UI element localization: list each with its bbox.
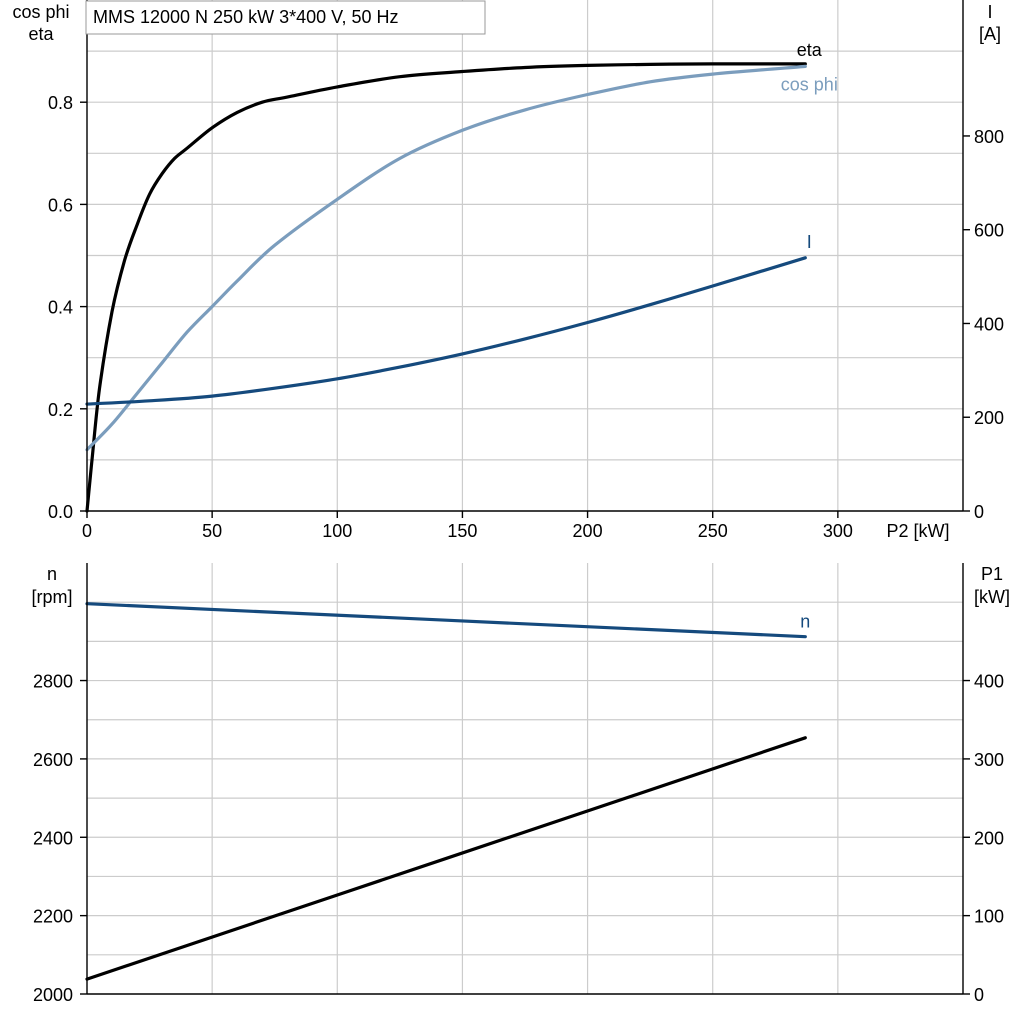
- upper-right-tick-label: 600: [974, 221, 1004, 241]
- lower-left-tick-label: 2000: [33, 985, 73, 1005]
- upper-series-cos-phi: [85, 64, 807, 452]
- chart-title: MMS 12000 N 250 kW 3*400 V, 50 Hz: [93, 7, 399, 27]
- upper-series-label-cos-phi: cos phi: [781, 74, 838, 94]
- x-tick-label: 50: [202, 521, 222, 541]
- x-tick-label: 250: [698, 521, 728, 541]
- upper-series-label-eta: eta: [797, 40, 823, 60]
- lower-left-tick-label: 2200: [33, 907, 73, 927]
- lower-left-tick-label: 2800: [33, 672, 73, 692]
- lower-right-tick-label: 200: [974, 828, 1004, 848]
- upper-series-label-i: I: [807, 232, 812, 252]
- upper-left-tick-label: 0.8: [48, 93, 73, 113]
- lower-left-tick-label: 2400: [33, 828, 73, 848]
- upper-series-eta: [85, 62, 807, 513]
- lower-right-tick-label: 100: [974, 907, 1004, 927]
- upper-left-tick-label: 0.4: [48, 298, 73, 318]
- upper-grid: [87, 0, 963, 511]
- x-tick-label: 300: [823, 521, 853, 541]
- lower-right-tick-label: 0: [974, 985, 984, 1005]
- lower-curves: n: [85, 602, 810, 981]
- lower-left-tick-label: 2600: [33, 750, 73, 770]
- title-frame: [85, 0, 486, 35]
- lower-left-axis-label-2: [rpm]: [31, 587, 72, 607]
- lower-axes: 2000 2200 2400 2600 2800 0 100 200 300 400: [33, 563, 1004, 1005]
- x-axis-label: P2 [kW]: [886, 521, 949, 541]
- upper-curves: eta cos phi I: [85, 40, 838, 513]
- x-tick-label: 0: [82, 521, 92, 541]
- lower-series-label-n: n: [800, 612, 810, 632]
- lower-left-axis-label-1: n: [47, 564, 57, 584]
- upper-left-axis-label-2: eta: [28, 24, 54, 44]
- lower-right-tick-label: 400: [974, 672, 1004, 692]
- x-tick-label: 100: [322, 521, 352, 541]
- upper-left-axis-label-1: cos phi: [12, 2, 69, 22]
- lower-grid: [87, 563, 963, 994]
- lower-series-p1: [85, 736, 807, 981]
- upper-right-axis-label-1: I: [987, 2, 992, 22]
- upper-right-axis-label-2: [A]: [979, 24, 1001, 44]
- lower-series-n: [85, 602, 807, 639]
- lower-right-axis-label-2: [kW]: [974, 587, 1010, 607]
- lower-right-tick-label: 300: [974, 750, 1004, 770]
- upper-right-tick-label: 0: [974, 502, 984, 522]
- upper-right-tick-label: 400: [974, 314, 1004, 334]
- upper-left-tick-label: 0.6: [48, 195, 73, 215]
- upper-series-i: [85, 256, 807, 406]
- x-tick-label: 200: [573, 521, 603, 541]
- upper-left-tick-label: 0.0: [48, 502, 73, 522]
- upper-right-tick-label: 200: [974, 408, 1004, 428]
- lower-right-axis-label-1: P1: [981, 564, 1003, 584]
- upper-axes: 0.0 0.2 0.4 0.6 0.8 0 200 400 600 800 0 50 100 150 200…: [48, 0, 1004, 541]
- upper-right-tick-label: 800: [974, 127, 1004, 147]
- x-tick-label: 150: [447, 521, 477, 541]
- upper-left-tick-label: 0.2: [48, 400, 73, 420]
